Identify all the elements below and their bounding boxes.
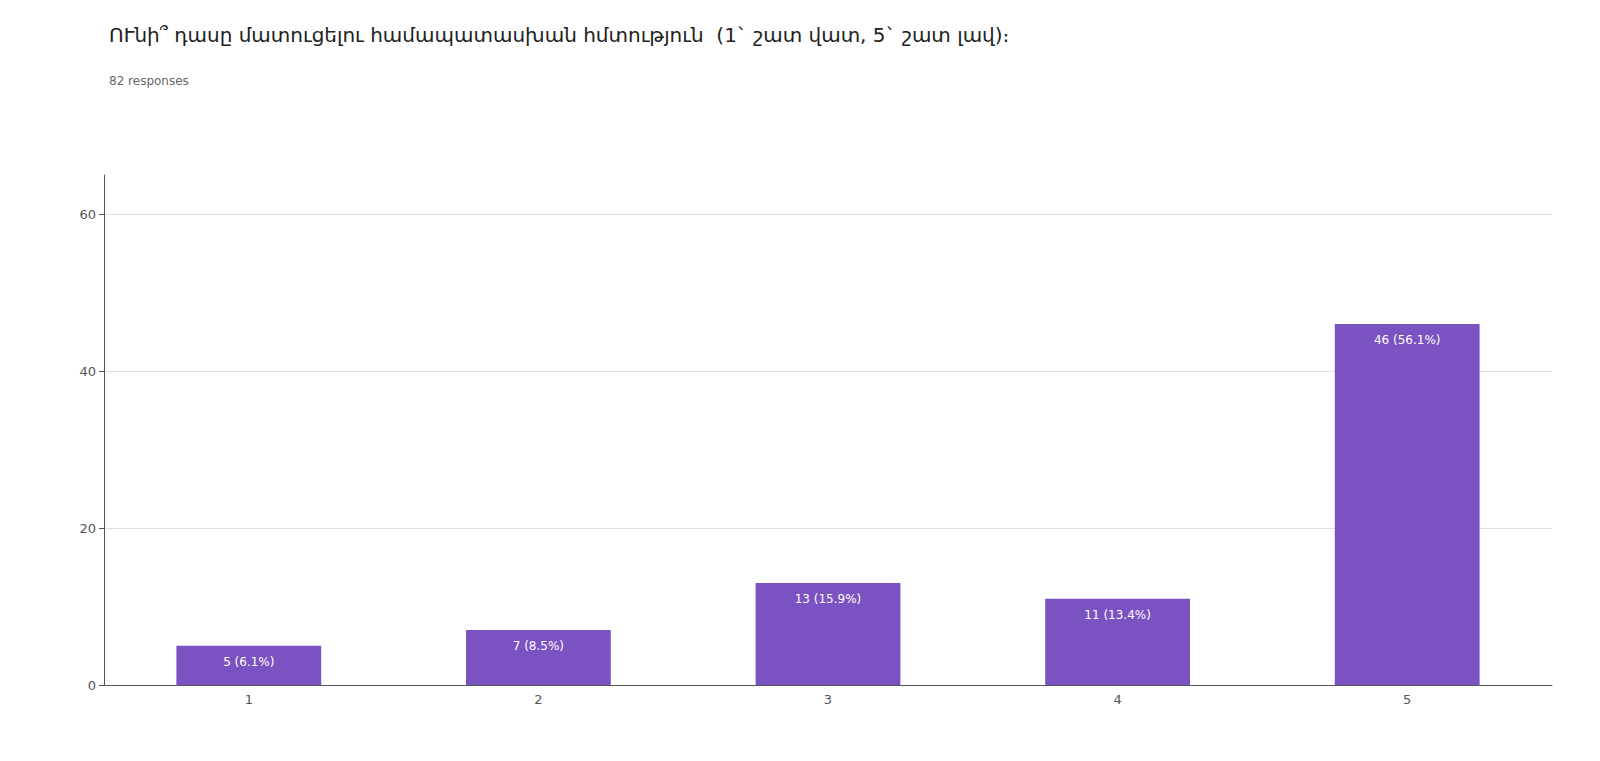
svg-text:5: 5 bbox=[1403, 692, 1411, 707]
svg-text:11 (13.4%): 11 (13.4%) bbox=[1084, 608, 1151, 622]
svg-text:4: 4 bbox=[1113, 692, 1121, 707]
svg-text:1: 1 bbox=[245, 692, 253, 707]
svg-text:82 responses: 82 responses bbox=[109, 74, 189, 88]
svg-text:3: 3 bbox=[824, 692, 832, 707]
svg-text:40: 40 bbox=[79, 364, 96, 379]
svg-text:ՈՒնի՞ դասը մատուցելու համապատա: ՈՒնի՞ դասը մատուցելու համապատասխան հմտու… bbox=[109, 23, 1047, 47]
svg-text:46 (56.1%): 46 (56.1%) bbox=[1374, 333, 1441, 347]
svg-text:2: 2 bbox=[534, 692, 542, 707]
svg-text:7 (8.5%): 7 (8.5%) bbox=[513, 639, 564, 653]
svg-text:13 (15.9%): 13 (15.9%) bbox=[795, 592, 862, 606]
svg-text:5 (6.1%): 5 (6.1%) bbox=[223, 655, 274, 669]
svg-text:60: 60 bbox=[79, 207, 96, 222]
svg-text:0: 0 bbox=[88, 678, 96, 693]
svg-text:20: 20 bbox=[79, 521, 96, 536]
